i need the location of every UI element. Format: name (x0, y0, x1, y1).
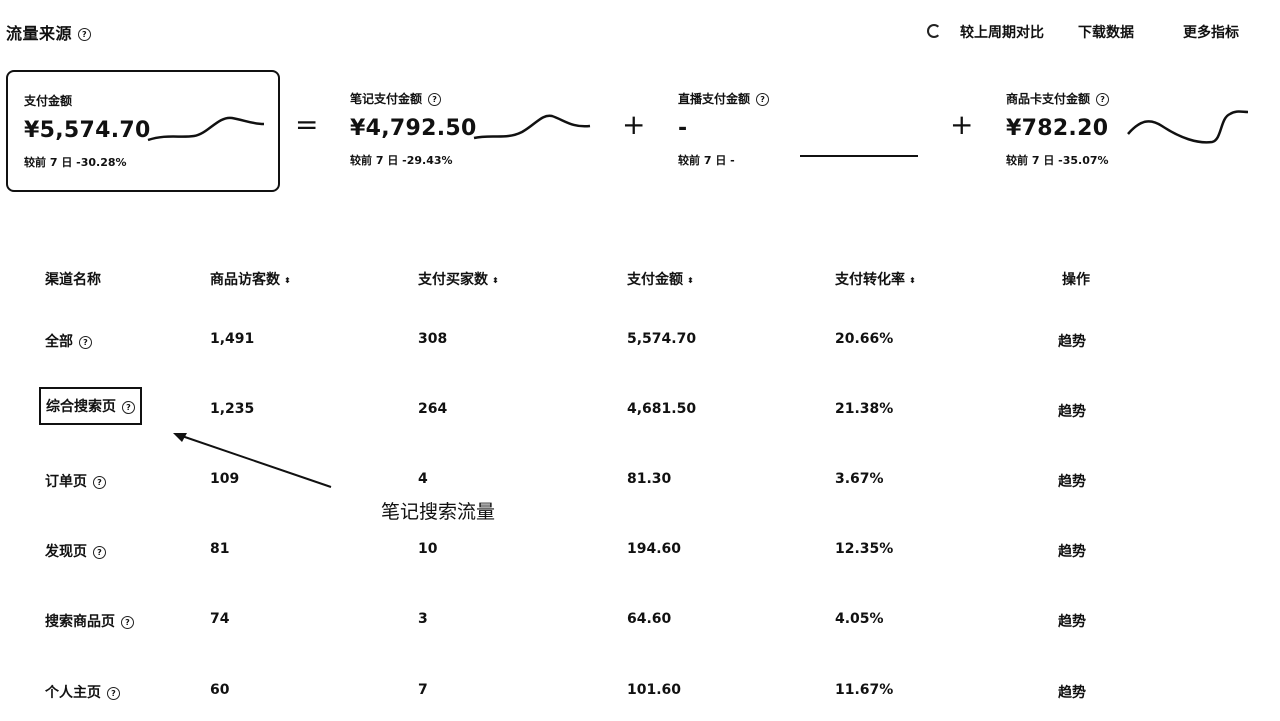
visitors-cell: 1,491 (210, 331, 255, 347)
compare-previous-period-button[interactable]: 较上周期对比 (960, 25, 1044, 41)
trend-link[interactable]: 趋势 (1058, 544, 1086, 560)
trend-link[interactable]: 趋势 (1058, 685, 1086, 701)
plus-operator: + (950, 108, 974, 141)
metric-label: 直播支付金额 (678, 90, 770, 107)
sparkline (147, 116, 265, 142)
page-title-text: 流量来源 (6, 24, 73, 43)
help-icon[interactable] (93, 545, 106, 559)
sparkline (1127, 110, 1249, 144)
annotation-text: 笔记搜索流量 (381, 501, 496, 523)
metric-card-payment-total[interactable]: 支付金额 ¥5,574.70 较前 7 日 -30.28% (6, 70, 280, 192)
column-header-visitors[interactable]: 商品访客数 ⬍ (210, 272, 291, 288)
help-icon[interactable] (78, 28, 92, 41)
rate-cell: 11.67% (835, 682, 894, 698)
channel-name: 搜索商品页 (45, 611, 134, 631)
rate-cell: 3.67% (835, 471, 884, 487)
help-icon[interactable] (428, 93, 442, 106)
help-icon[interactable] (93, 475, 106, 489)
column-header-rate[interactable]: 支付转化率 ⬍ (835, 272, 916, 288)
download-data-button[interactable]: 下载数据 (1078, 25, 1134, 41)
amount-cell: 194.60 (627, 541, 682, 557)
amount-cell: 5,574.70 (627, 331, 697, 347)
visitors-cell: 60 (210, 682, 230, 698)
channel-name-highlighted: 综合搜索页 (39, 387, 142, 425)
buyers-cell: 7 (418, 682, 428, 698)
channel-name: 个人主页 (45, 682, 120, 702)
trend-link[interactable]: 趋势 (1058, 334, 1086, 350)
amount-cell: 64.60 (627, 611, 672, 627)
trend-link[interactable]: 趋势 (1058, 404, 1086, 420)
column-header-amount[interactable]: 支付金额 ⬍ (627, 272, 694, 288)
help-icon[interactable] (107, 686, 120, 700)
plus-operator: + (622, 108, 646, 141)
metric-value: - (678, 116, 688, 141)
trend-link[interactable]: 趋势 (1058, 474, 1086, 490)
visitors-cell: 74 (210, 611, 230, 627)
help-icon[interactable] (121, 615, 134, 629)
annotation-arrow (173, 433, 332, 488)
metric-compare: 较前 7 日 -29.43% (350, 154, 453, 167)
sparkline (473, 114, 591, 140)
rate-cell: 12.35% (835, 541, 894, 557)
help-icon[interactable] (1096, 93, 1110, 106)
metric-compare: 较前 7 日 -35.07% (1006, 154, 1109, 167)
buyers-cell: 3 (418, 611, 428, 627)
metric-label: 笔记支付金额 (350, 90, 442, 107)
page-title: 流量来源 (6, 20, 92, 44)
metric-card-note-payment[interactable]: 笔记支付金额 ¥4,792.50 较前 7 日 -29.43% (334, 70, 604, 188)
column-header-buyers[interactable]: 支付买家数 ⬍ (418, 272, 499, 288)
more-metrics-button[interactable]: 更多指标 (1183, 25, 1239, 41)
visitors-cell: 1,235 (210, 401, 255, 417)
sort-icon: ⬍ (687, 275, 694, 285)
sort-icon: ⬍ (492, 275, 499, 285)
amount-cell: 4,681.50 (627, 401, 697, 417)
metric-compare: 较前 7 日 - (678, 154, 735, 167)
amount-cell: 101.60 (627, 682, 682, 698)
rate-cell: 21.38% (835, 401, 894, 417)
metric-value: ¥4,792.50 (350, 116, 477, 141)
sort-icon: ⬍ (284, 275, 291, 285)
column-header-action: 操作 (1062, 272, 1090, 288)
buyers-cell: 4 (418, 471, 428, 487)
trend-link[interactable]: 趋势 (1058, 614, 1086, 630)
metric-label: 商品卡支付金额 (1006, 90, 1110, 107)
sparkline (800, 155, 918, 157)
metric-card-product-card-payment[interactable]: 商品卡支付金额 ¥782.20 较前 7 日 -35.07% (990, 70, 1260, 188)
loading-icon (927, 24, 941, 38)
metric-compare: 较前 7 日 -30.28% (24, 156, 127, 169)
help-icon[interactable] (79, 335, 92, 349)
help-icon[interactable] (122, 400, 135, 414)
rate-cell: 20.66% (835, 331, 894, 347)
channel-name: 全部 (45, 331, 92, 351)
column-header-channel: 渠道名称 (45, 272, 101, 288)
help-icon[interactable] (756, 93, 770, 106)
buyers-cell: 308 (418, 331, 448, 347)
metric-card-live-payment[interactable]: 直播支付金额 - 较前 7 日 - (662, 70, 932, 188)
buyers-cell: 10 (418, 541, 438, 557)
equals-operator: = (295, 108, 319, 141)
buyers-cell: 264 (418, 401, 448, 417)
amount-cell: 81.30 (627, 471, 672, 487)
visitors-cell: 81 (210, 541, 230, 557)
visitors-cell: 109 (210, 471, 240, 487)
channel-name: 订单页 (45, 471, 106, 491)
sort-icon: ⬍ (909, 275, 916, 285)
metric-value: ¥5,574.70 (24, 118, 151, 143)
rate-cell: 4.05% (835, 611, 884, 627)
channel-name: 发现页 (45, 541, 106, 561)
metric-label: 支付金额 (24, 94, 73, 108)
metric-value: ¥782.20 (1006, 116, 1109, 141)
